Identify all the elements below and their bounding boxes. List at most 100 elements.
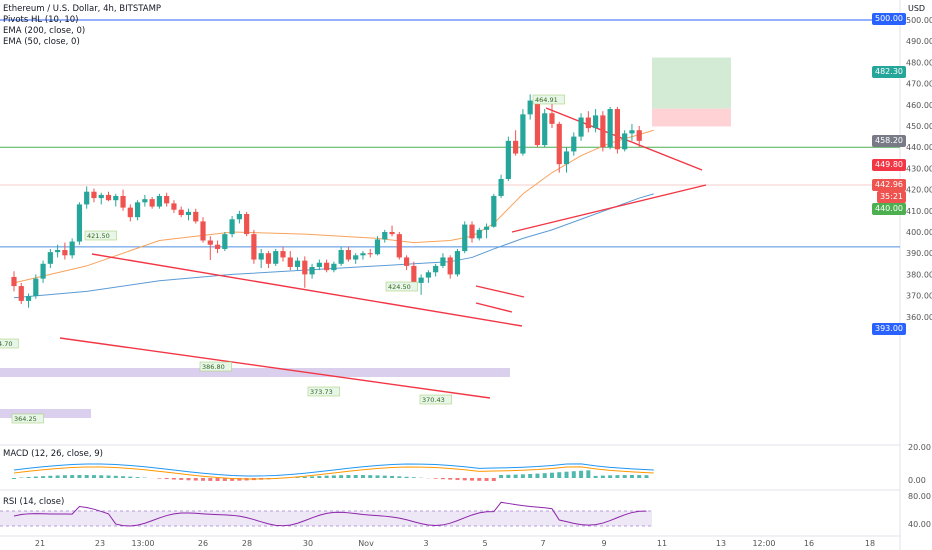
candle-body[interactable] — [505, 140, 511, 179]
candle-body[interactable] — [324, 262, 330, 271]
candle-body[interactable] — [491, 195, 497, 227]
rsi-label[interactable]: RSI (14, close) — [3, 497, 65, 507]
candle-body[interactable] — [622, 133, 628, 150]
candle-body[interactable] — [513, 140, 519, 154]
candle-body[interactable] — [200, 221, 206, 241]
candle-body[interactable] — [447, 257, 453, 275]
candle-body[interactable] — [527, 100, 533, 115]
candle-body[interactable] — [265, 253, 272, 264]
candle-body[interactable] — [193, 211, 199, 222]
candle-body[interactable] — [600, 115, 606, 148]
candle-body[interactable] — [440, 257, 446, 266]
flag-lower-trendline[interactable] — [475, 302, 513, 313]
candle-body[interactable] — [185, 211, 192, 216]
candle-body[interactable] — [462, 224, 468, 252]
candle-body[interactable] — [353, 255, 359, 260]
candle-body[interactable] — [25, 296, 32, 301]
candle-body[interactable] — [273, 251, 279, 264]
stop-zone[interactable] — [652, 108, 731, 127]
candle-body[interactable] — [425, 272, 431, 278]
currency-label[interactable]: USD — [908, 4, 926, 13]
candle-body[interactable] — [396, 234, 402, 258]
candle-body[interactable] — [302, 260, 308, 275]
indicator-ema200[interactable]: EMA (200, close, 0) — [3, 26, 86, 36]
candle-body[interactable] — [578, 117, 584, 137]
channel-lower-trendline[interactable] — [59, 337, 491, 399]
candle-body[interactable] — [382, 232, 388, 240]
candle-body[interactable] — [11, 276, 17, 287]
candle-body[interactable] — [40, 263, 46, 279]
candle-body[interactable] — [149, 199, 155, 207]
candle-body[interactable] — [142, 199, 148, 203]
candle-body[interactable] — [374, 239, 381, 255]
candle-body[interactable] — [120, 195, 126, 208]
triangle-lower-trendline[interactable] — [511, 184, 707, 233]
indicator-pivots[interactable]: Pivots HL (10, 10) — [3, 15, 79, 25]
candle-body[interactable] — [331, 263, 337, 271]
candle-body[interactable] — [549, 113, 555, 124]
candle-body[interactable] — [164, 195, 170, 204]
candle-body[interactable] — [338, 250, 344, 264]
candle-body[interactable] — [156, 195, 162, 207]
candle-body[interactable] — [113, 195, 119, 201]
candle-body[interactable] — [636, 130, 642, 141]
candle-body[interactable] — [534, 100, 541, 146]
candle-body[interactable] — [520, 114, 526, 154]
candle-body[interactable] — [542, 113, 548, 146]
candle-body[interactable] — [571, 136, 577, 152]
candle-body[interactable] — [55, 250, 61, 253]
candle-body[interactable] — [403, 257, 410, 266]
candle-body[interactable] — [294, 260, 301, 267]
indicator-ema50[interactable]: EMA (50, close, 0) — [3, 37, 80, 47]
candle-body[interactable] — [62, 250, 68, 256]
candle-body[interactable] — [251, 234, 257, 260]
candle-body[interactable] — [134, 202, 141, 218]
candle-body[interactable] — [585, 117, 591, 129]
candle-body[interactable] — [236, 213, 242, 220]
candle-body[interactable] — [345, 250, 352, 260]
candle-body[interactable] — [105, 194, 112, 201]
candle-body[interactable] — [229, 219, 235, 235]
candle-body[interactable] — [556, 123, 562, 165]
candle-body[interactable] — [76, 204, 83, 242]
candle-body[interactable] — [389, 232, 395, 235]
flag-upper-trendline[interactable] — [475, 285, 525, 298]
candle-body[interactable] — [360, 253, 366, 256]
candle-body[interactable] — [483, 226, 490, 230]
candle-body[interactable] — [563, 151, 570, 165]
candle-body[interactable] — [614, 109, 621, 150]
candle-body[interactable] — [469, 224, 475, 239]
candle-body[interactable] — [69, 241, 75, 256]
candle-body[interactable] — [593, 115, 599, 129]
candle-body[interactable] — [476, 229, 482, 239]
candle-body[interactable] — [316, 262, 322, 267]
candle-body[interactable] — [258, 253, 264, 260]
candle-body[interactable] — [98, 194, 104, 199]
target-zone[interactable] — [652, 57, 731, 109]
candle-body[interactable] — [222, 234, 228, 249]
candle-body[interactable] — [280, 251, 286, 258]
candle-body[interactable] — [84, 191, 90, 205]
candle-body[interactable] — [214, 244, 221, 249]
candle-body[interactable] — [178, 209, 184, 216]
candle-body[interactable] — [127, 207, 133, 218]
candle-body[interactable] — [411, 265, 417, 283]
candle-body[interactable] — [607, 109, 613, 148]
candle-body[interactable] — [287, 257, 293, 267]
macd-label[interactable]: MACD (12, 26, close, 9) — [3, 449, 103, 459]
candle-body[interactable] — [33, 278, 39, 297]
candle-body[interactable] — [244, 213, 250, 235]
candle-body[interactable] — [498, 179, 504, 196]
candle-body[interactable] — [91, 191, 97, 199]
candle-body[interactable] — [18, 286, 24, 301]
candle-body[interactable] — [454, 251, 461, 275]
candle-body[interactable] — [309, 266, 315, 275]
candle-body[interactable] — [47, 252, 53, 264]
candle-body[interactable] — [171, 203, 177, 210]
candle-body[interactable] — [433, 265, 439, 273]
candle-body[interactable] — [367, 253, 373, 255]
candle-body[interactable] — [207, 240, 213, 245]
candle-body[interactable] — [629, 130, 635, 134]
candle-body[interactable] — [418, 277, 424, 283]
